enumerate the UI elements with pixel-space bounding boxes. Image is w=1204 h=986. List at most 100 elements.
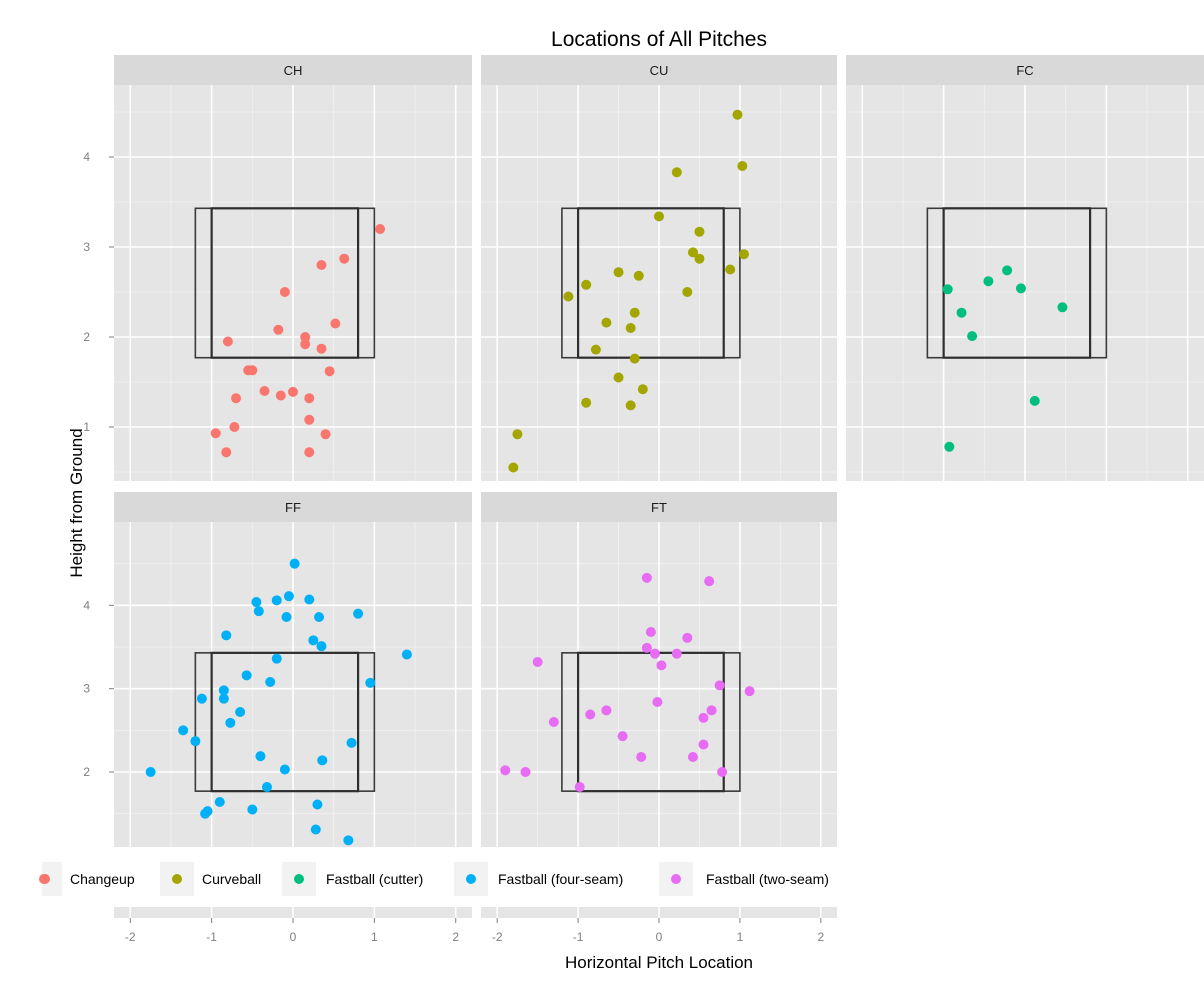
data-point [310,824,321,835]
data-point [563,291,574,302]
data-point [304,447,315,458]
data-point [218,693,229,704]
data-point [281,612,292,622]
data-point [1057,302,1068,313]
data-point [625,400,636,411]
bottom-x-axes: -2 -1 0 1 2 -2 -1 0 1 2 [114,907,837,944]
data-point [500,765,511,776]
data-point [532,657,543,667]
data-point [671,648,682,659]
data-point [732,109,743,120]
data-point [687,247,698,258]
data-point [221,630,232,641]
data-point [241,670,252,681]
facet-panels: CH 1 2 3 4 CU FC FF 2 3 4 FT [83,55,1204,847]
data-point [682,632,693,643]
data-point [698,739,709,750]
data-point [253,606,264,617]
data-point [178,725,189,736]
x-tick-label: 0 [656,930,663,944]
data-point [339,253,350,264]
y-tick-label: 1 [83,420,90,434]
data-point [312,799,323,810]
data-point [656,660,667,671]
data-point [401,649,412,660]
facet-strip [114,55,472,85]
data-point [629,307,640,318]
data-point [613,372,624,383]
data-point [956,307,967,318]
data-point [548,717,559,727]
data-point [279,764,290,775]
legend-entry: Fastball (four-seam) [454,862,623,896]
data-point [304,393,315,404]
x-tick-label: -1 [206,930,217,944]
data-point [633,270,644,281]
data-point [942,284,953,295]
data-point [196,693,207,704]
legend-entry: Curveball [160,862,261,896]
data-point [210,428,221,439]
facet-strip-label: FT [651,500,667,515]
data-point [375,224,386,234]
facet-panel-ff: FF 2 3 4 [83,492,472,847]
data-point [316,641,327,652]
data-point [1002,265,1013,276]
data-point [320,429,331,440]
data-point [585,709,596,720]
facet-strip [114,492,472,522]
data-point [636,752,647,762]
data-point [512,429,523,440]
data-point [279,287,290,297]
data-point [255,751,266,762]
data-point [694,253,705,264]
data-point [694,226,705,237]
legend-key-marker [39,874,49,884]
legend-label: Changeup [70,871,135,887]
x-tick-label: 0 [290,930,297,944]
strike-zone-inner [210,651,360,793]
data-point [273,324,284,335]
data-point [687,752,698,762]
data-point [625,323,636,333]
y-tick-label: 4 [83,598,90,612]
x-axis-label: Horizontal Pitch Location [565,953,753,972]
data-point [581,279,592,290]
data-point [706,705,717,716]
legend: Changeup Curveball Fastball (cutter) Fastba… [0,858,860,900]
data-point [574,782,585,792]
data-point [308,635,319,646]
data-point [581,397,592,408]
data-point [983,276,994,287]
legend-key-marker [294,874,304,884]
data-point [725,264,736,275]
legend-label: Fastball (cutter) [326,871,423,887]
legend-label: Fastball (two-seam) [706,871,829,887]
data-point [316,260,327,270]
data-point [324,366,335,377]
data-point [652,697,663,707]
data-point [251,597,262,607]
data-point [304,414,315,425]
data-point [265,677,276,687]
data-point [654,211,664,222]
data-point [637,384,648,395]
data-point [365,677,376,688]
data-point [271,595,282,606]
data-point [617,731,628,742]
data-point [316,343,327,354]
data-point [222,336,233,347]
facet-strip [846,55,1204,85]
facet-strip-label: FC [1016,63,1033,78]
data-point [944,441,955,452]
legend-entry: Fastball (cutter) [282,862,423,896]
data-point [214,797,225,807]
data-point [353,608,364,619]
y-axis-label: Height from Ground [67,428,86,577]
data-point [641,642,652,653]
data-point [202,806,213,817]
data-point [737,161,748,171]
legend-clip [0,858,42,900]
data-point [221,447,232,458]
